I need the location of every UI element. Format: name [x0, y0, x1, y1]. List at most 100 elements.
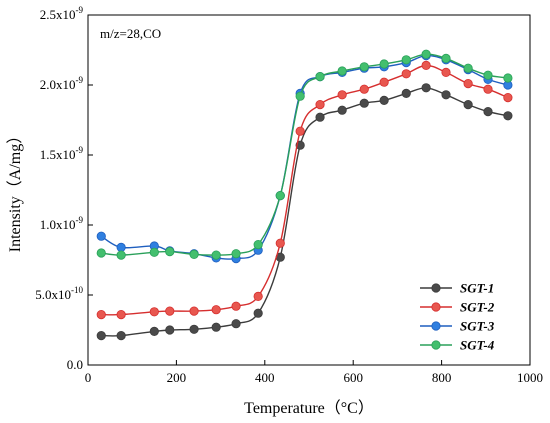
series-line-sgt-1: [101, 87, 509, 337]
data-point-sgt-1: [116, 330, 126, 341]
series-line-sgt-2: [101, 64, 509, 316]
data-point-sgt-2: [315, 100, 325, 110]
x-tick-label: 600: [343, 370, 363, 385]
legend-marker-sgt-2: [431, 302, 441, 312]
data-point-sgt-2: [231, 301, 241, 311]
y-tick-mantissa: 1.5x10: [40, 147, 76, 162]
data-point-sgt-1: [231, 319, 241, 329]
y-tick-mantissa: 5.0x10: [35, 287, 71, 302]
data-point-sgt-2: [359, 84, 369, 94]
data-point-sgt-1: [337, 105, 347, 115]
data-point-sgt-2: [401, 69, 411, 79]
data-point-sgt-2: [211, 305, 221, 315]
y-tick-exponent: -10: [71, 285, 83, 295]
y-tick-label: 0.0: [67, 357, 83, 372]
data-point-sgt-4: [379, 59, 389, 69]
data-point-sgt-1: [503, 111, 513, 121]
y-axis-title: Intensity（A/mg）: [6, 128, 24, 252]
y-tick-mantissa: 2.5x10: [40, 7, 76, 22]
data-point-sgt-2: [337, 90, 347, 100]
axis-ticks: 0 200 400 600 800 10000.05.0x10-101.0x10-91.5…: [35, 5, 543, 385]
data-point-sgt-1: [96, 330, 106, 341]
legend-label-sgt-1: SGT-1: [460, 281, 494, 296]
data-point-sgt-1: [165, 325, 175, 335]
y-tick-label: 2.0x10-9: [40, 75, 84, 92]
data-point-sgt-4: [211, 250, 221, 260]
data-point-sgt-2: [189, 306, 199, 316]
data-point-sgt-2: [463, 79, 473, 89]
data-point-sgt-2: [116, 309, 126, 320]
data-point-sgt-4: [483, 70, 493, 80]
data-point-sgt-4: [231, 249, 241, 259]
y-tick-exponent: -9: [76, 215, 84, 225]
data-point-sgt-2: [165, 306, 175, 316]
data-point-sgt-1: [315, 112, 325, 122]
data-point-sgt-1: [463, 100, 473, 110]
x-tick-label: 200: [167, 370, 187, 385]
data-point-sgt-4: [337, 66, 347, 76]
data-point-sgt-4: [421, 49, 431, 59]
legend-marker-sgt-1: [431, 283, 441, 293]
data-point-sgt-3: [96, 231, 106, 241]
y-tick-label: 1.0x10-9: [40, 215, 84, 232]
x-axis-title: Temperature（°C）: [244, 399, 374, 417]
data-point-sgt-2: [275, 238, 285, 248]
legend-label-sgt-4: SGT-4: [460, 338, 495, 353]
data-point-sgt-4: [503, 73, 513, 83]
data-point-sgt-1: [359, 98, 369, 108]
data-point-sgt-2: [253, 291, 263, 301]
data-point-sgt-2: [483, 84, 493, 94]
data-point-sgt-1: [441, 90, 451, 100]
data-point-sgt-2: [96, 309, 106, 320]
data-point-sgt-4: [315, 72, 325, 82]
legend: SGT-1 SGT-2 SGT-3 SGT-4: [420, 281, 495, 353]
x-tick-label: 0: [85, 370, 92, 385]
data-point-sgt-4: [441, 53, 451, 64]
data-point-sgt-1: [149, 326, 159, 336]
data-point-sgt-1: [211, 322, 221, 332]
x-tick-label: 400: [255, 370, 275, 385]
y-tick-exponent: -9: [76, 145, 84, 155]
annotation-label: m/z=28,CO: [100, 26, 161, 41]
data-point-sgt-1: [189, 324, 199, 334]
y-tick-label: 1.5x10-9: [40, 145, 84, 162]
data-point-sgt-2: [421, 60, 431, 71]
y-tick-mantissa: 2.0x10: [40, 77, 76, 92]
data-point-sgt-4: [401, 55, 411, 65]
data-point-sgt-4: [275, 191, 285, 201]
data-point-sgt-2: [379, 77, 389, 87]
data-point-sgt-4: [165, 247, 175, 257]
data-point-sgt-4: [253, 240, 263, 250]
y-tick-mantissa: 1.0x10: [40, 217, 76, 232]
data-point-sgt-2: [295, 126, 305, 136]
data-point-sgt-1: [421, 83, 431, 93]
data-point-sgt-4: [96, 248, 106, 258]
data-point-sgt-3: [116, 242, 126, 252]
x-tick-label: 1000: [517, 370, 543, 385]
data-point-sgt-4: [295, 91, 305, 101]
data-point-sgt-4: [359, 62, 369, 72]
y-tick-label: 5.0x10-10: [35, 285, 83, 302]
data-point-sgt-2: [149, 307, 159, 317]
series-layer: [96, 49, 513, 341]
y-tick-exponent: -9: [76, 75, 84, 85]
y-tick-label: 2.5x10-9: [40, 5, 84, 22]
data-point-sgt-4: [116, 250, 126, 260]
data-point-sgt-1: [379, 95, 389, 106]
legend-marker-sgt-3: [431, 321, 441, 331]
data-point-sgt-1: [401, 88, 411, 99]
data-point-sgt-2: [503, 93, 513, 103]
data-point-sgt-2: [441, 67, 451, 78]
y-tick-exponent: -9: [76, 5, 84, 15]
data-point-sgt-1: [253, 308, 263, 318]
x-tick-label: 800: [432, 370, 452, 385]
data-point-sgt-1: [483, 107, 493, 117]
data-point-sgt-4: [463, 63, 473, 73]
data-point-sgt-4: [189, 249, 199, 259]
y-tick-mantissa: 0.0: [67, 357, 83, 372]
legend-label-sgt-3: SGT-3: [460, 319, 495, 334]
legend-marker-sgt-4: [431, 340, 441, 350]
legend-label-sgt-2: SGT-2: [460, 300, 495, 315]
plot-frame: [87, 14, 531, 366]
